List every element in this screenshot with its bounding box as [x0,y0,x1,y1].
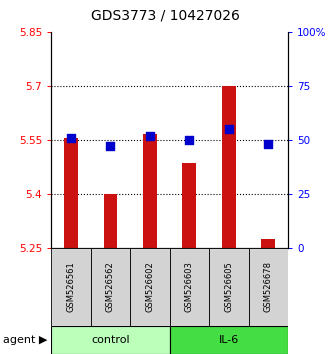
Bar [51,326,169,354]
Text: GSM526605: GSM526605 [224,261,233,312]
Point [187,137,192,143]
Bar [209,248,249,326]
Text: IL-6: IL-6 [219,335,239,345]
Text: GSM526561: GSM526561 [67,261,75,312]
Bar [182,163,196,248]
Bar [169,326,288,354]
Bar [51,248,91,326]
Point [147,133,153,138]
Text: GSM526602: GSM526602 [145,261,155,312]
Bar [143,135,157,248]
Point [226,126,231,132]
Bar [261,239,275,248]
Text: GDS3773 / 10427026: GDS3773 / 10427026 [91,9,240,23]
Point [108,143,113,149]
Bar [104,194,118,248]
Text: GSM526603: GSM526603 [185,261,194,312]
Bar [249,248,288,326]
Point [265,141,271,147]
Text: GSM526678: GSM526678 [264,261,273,312]
Bar [130,248,169,326]
Text: GSM526562: GSM526562 [106,261,115,312]
Text: control: control [91,335,130,345]
Text: agent ▶: agent ▶ [3,335,48,345]
Bar [91,248,130,326]
Bar [64,138,78,248]
Bar [222,86,236,248]
Point [69,135,74,141]
Bar [169,248,209,326]
